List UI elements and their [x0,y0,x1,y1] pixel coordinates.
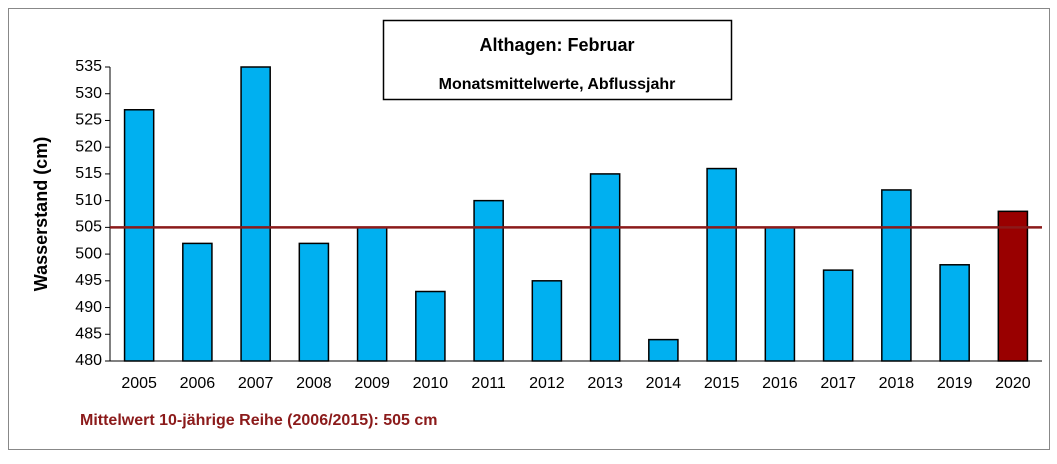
chart-subtitle: Monatsmittelwerte, Abflussjahr [439,76,676,93]
bar [881,189,912,362]
bar [589,173,621,362]
bar [648,338,679,362]
y-tick-label: 500 [75,245,102,262]
title-box [382,19,733,101]
x-tick-label: 2019 [937,375,973,392]
bar [822,269,854,362]
y-tick-label: 480 [75,352,102,369]
bar [706,167,737,362]
x-tick-label: 2011 [471,375,506,392]
y-tick-label: 535 [75,58,102,75]
x-tick-label: 2016 [762,375,798,392]
y-tick-label: 485 [75,325,102,342]
y-axis-label: Wasserstand (cm) [31,137,51,291]
x-tick-label: 2010 [413,375,449,392]
x-tick-label: 2020 [995,375,1031,392]
bar [939,264,970,362]
bar [531,280,563,362]
y-tick-label: 520 [75,138,102,155]
y-tick-label: 490 [75,299,102,316]
bar [764,226,796,362]
bar [123,109,155,362]
chart-title: Althagen: Februar [479,35,634,55]
y-tick-label: 530 [75,85,102,102]
bar [997,210,1029,362]
bar [473,199,504,362]
y-tick-label: 525 [75,112,102,129]
x-tick-label: 2007 [238,375,274,392]
annotation: Mittelwert 10-jährige Reihe (2006/2015):… [80,412,438,429]
x-tick-label: 2006 [180,375,216,392]
x-tick-label: 2008 [296,375,332,392]
x-tick-label: 2005 [121,375,157,392]
x-tick-label: 2017 [820,375,856,392]
y-tick-label: 510 [75,192,102,209]
x-tick-label: 2009 [354,375,390,392]
x-tick-label: 2013 [587,375,623,392]
bar [356,226,388,362]
bar [298,242,330,362]
y-tick-label: 515 [75,165,102,182]
x-tick-label: 2018 [879,375,915,392]
x-tick-label: 2014 [646,375,682,392]
x-tick-label: 2012 [529,375,565,392]
bar [415,290,446,362]
bar [182,242,213,362]
y-tick-label: 505 [75,219,102,236]
bar [240,66,271,362]
y-tick-label: 495 [75,272,102,289]
x-tick-label: 2015 [704,375,740,392]
